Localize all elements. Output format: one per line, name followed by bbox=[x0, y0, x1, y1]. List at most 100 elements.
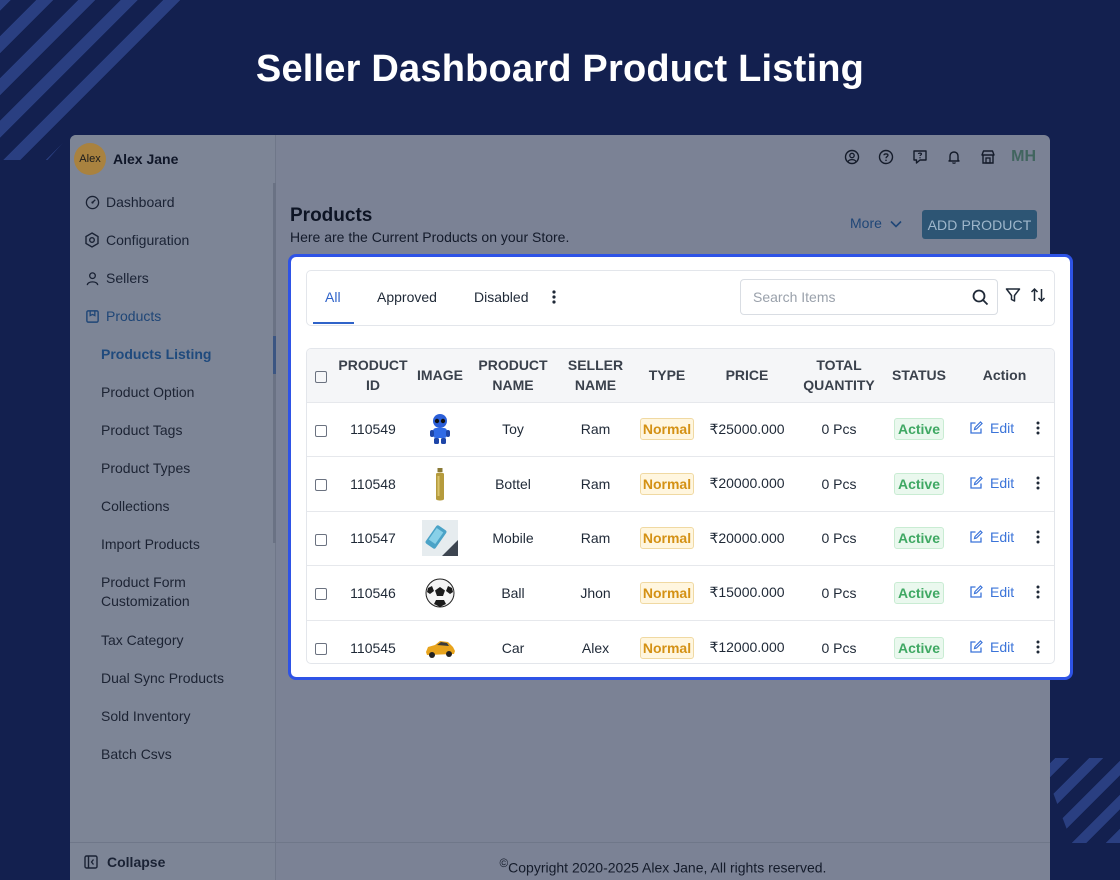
tab-approved[interactable]: Approved bbox=[377, 289, 437, 305]
cell-price: ₹25000.000 bbox=[709, 420, 785, 437]
header-product-id[interactable]: PRODUCT ID bbox=[338, 357, 408, 394]
bell-icon[interactable] bbox=[937, 147, 971, 167]
more-button[interactable]: More bbox=[850, 215, 902, 231]
filter-icon[interactable] bbox=[1005, 287, 1021, 303]
cell-seller-name: Ram bbox=[580, 475, 611, 492]
account-initials[interactable]: MH bbox=[1011, 148, 1036, 165]
cell-quantity: 0 Pcs bbox=[821, 584, 857, 601]
sidebar-subitem-products-listing[interactable]: Products Listing bbox=[101, 346, 212, 362]
header-price[interactable]: PRICE bbox=[725, 367, 769, 384]
tab-all[interactable]: All bbox=[325, 289, 341, 305]
sidebar-subitem-dual-sync-products[interactable]: Dual Sync Products bbox=[101, 670, 224, 686]
sidebar-item-products[interactable]: Products bbox=[70, 297, 276, 335]
table-row: 110547 Mobile Ram Normal ₹20000.000 0 Pc… bbox=[307, 511, 1054, 566]
header-product-name[interactable]: PRODUCT NAME bbox=[478, 357, 548, 394]
copyright-text: Copyright 2020-2025 Alex Jane, All right… bbox=[508, 859, 827, 876]
sidebar-subitem-sold-inventory[interactable]: Sold Inventory bbox=[101, 708, 191, 724]
chat-question-icon[interactable] bbox=[903, 147, 937, 167]
row-checkbox[interactable] bbox=[314, 588, 327, 601]
search-input[interactable] bbox=[741, 281, 963, 313]
search-box bbox=[740, 279, 998, 315]
edit-label: Edit bbox=[989, 638, 1015, 655]
dashboard-icon bbox=[84, 194, 100, 210]
sort-icon[interactable] bbox=[1030, 287, 1046, 303]
sidebar-subitem-collections[interactable]: Collections bbox=[101, 498, 170, 514]
tab-disabled[interactable]: Disabled bbox=[474, 289, 529, 305]
edit-button[interactable]: Edit bbox=[969, 475, 1014, 491]
sidebar-subitem-batch-csvs[interactable]: Batch Csvs bbox=[101, 746, 172, 762]
header-image: IMAGE bbox=[417, 367, 463, 384]
edit-button[interactable]: Edit bbox=[969, 529, 1014, 545]
sidebar-subitem-product-types[interactable]: Product Types bbox=[101, 460, 191, 476]
help-circle-icon[interactable] bbox=[869, 147, 903, 167]
type-badge: Normal bbox=[639, 636, 695, 659]
cell-price: ₹15000.000 bbox=[709, 584, 785, 601]
cell-product-id: 110545 bbox=[350, 639, 396, 656]
sidebar-subitem-tax-category[interactable]: Tax Category bbox=[101, 632, 184, 648]
add-product-button[interactable]: ADD PRODUCT bbox=[922, 210, 1037, 239]
store-icon[interactable] bbox=[971, 147, 1005, 167]
cell-quantity: 0 Pcs bbox=[821, 639, 857, 656]
copyright-symbol: © bbox=[499, 857, 509, 870]
products-table: PRODUCT ID IMAGE PRODUCT NAME SELLER NAM… bbox=[306, 348, 1055, 664]
tab-bar: All Approved Disabled bbox=[306, 270, 1055, 326]
edit-icon bbox=[970, 475, 983, 489]
row-more-icon[interactable] bbox=[1036, 585, 1040, 599]
edit-button[interactable]: Edit bbox=[969, 420, 1014, 436]
header-seller-name[interactable]: SELLER NAME bbox=[567, 357, 624, 394]
header-type[interactable]: TYPE bbox=[648, 367, 686, 384]
page-title: Products bbox=[290, 205, 373, 226]
sidebar-item-configuration[interactable]: Configuration bbox=[70, 221, 276, 259]
status-badge: Active bbox=[893, 636, 945, 659]
row-checkbox[interactable] bbox=[314, 642, 327, 655]
table-row: 110548 Bottel Ram Normal ₹20000.000 0 Pc… bbox=[307, 456, 1054, 512]
cell-seller-name: Jhon bbox=[580, 584, 611, 601]
cell-price: ₹20000.000 bbox=[709, 529, 785, 546]
hero-title: Seller Dashboard Product Listing bbox=[255, 48, 865, 90]
header-action: Action bbox=[982, 367, 1027, 384]
cell-price: ₹12000.000 bbox=[709, 639, 785, 655]
edit-icon bbox=[970, 530, 983, 543]
table-row: 110545 Car Alex Normal ₹12000.000 0 Pcs … bbox=[307, 620, 1054, 663]
cell-quantity: 0 Pcs bbox=[821, 530, 857, 547]
edit-icon bbox=[970, 639, 983, 653]
user-icon bbox=[84, 270, 100, 286]
edit-icon bbox=[970, 421, 983, 434]
edit-button[interactable]: Edit bbox=[969, 584, 1014, 600]
sidebar: Alex Alex Jane Dashboard Configuration bbox=[70, 135, 276, 880]
collapse-sidebar-icon bbox=[84, 854, 98, 869]
edit-button[interactable]: Edit bbox=[969, 639, 1014, 655]
row-more-icon[interactable] bbox=[1036, 476, 1040, 490]
cell-product-name: Ball bbox=[501, 584, 525, 601]
type-badge: Normal bbox=[639, 527, 695, 550]
sidebar-item-dashboard[interactable]: Dashboard bbox=[70, 183, 276, 221]
sidebar-item-sellers[interactable]: Sellers bbox=[70, 259, 276, 297]
product-box-icon bbox=[84, 308, 100, 324]
status-badge: Active bbox=[893, 472, 945, 495]
sidebar-item-label: Configuration bbox=[106, 232, 190, 248]
select-all-cell bbox=[307, 349, 334, 402]
row-more-icon[interactable] bbox=[1036, 421, 1040, 435]
header-total-quantity[interactable]: TOTAL QUANTITY bbox=[803, 357, 875, 394]
row-checkbox[interactable] bbox=[314, 479, 327, 492]
search-icon[interactable] bbox=[963, 289, 997, 306]
header-status[interactable]: STATUS bbox=[892, 367, 946, 384]
row-more-icon[interactable] bbox=[1036, 640, 1040, 654]
select-all-checkbox[interactable] bbox=[314, 370, 327, 383]
cell-product-name: Car bbox=[501, 639, 525, 656]
cell-seller-name: Ram bbox=[580, 530, 611, 547]
row-checkbox[interactable] bbox=[314, 424, 327, 437]
user-circle-icon[interactable] bbox=[835, 147, 869, 167]
sidebar-subitem-product-option[interactable]: Product Option bbox=[101, 384, 195, 400]
sidebar-subitem-product-tags[interactable]: Product Tags bbox=[101, 422, 183, 438]
row-checkbox[interactable] bbox=[314, 533, 327, 546]
collapse-button[interactable]: Collapse bbox=[70, 842, 276, 880]
tabs-more-icon[interactable] bbox=[551, 289, 557, 310]
table-row: 110546 Ball Jhon Normal ₹15000.000 0 Pcs… bbox=[307, 565, 1054, 621]
robot-toy-image bbox=[412, 402, 468, 457]
user-profile[interactable]: Alex Alex Jane bbox=[70, 135, 275, 183]
row-more-icon[interactable] bbox=[1036, 530, 1040, 544]
cell-quantity: 0 Pcs bbox=[821, 475, 857, 492]
sidebar-subitem-product-form-customization[interactable]: Product Form Customization bbox=[70, 563, 276, 621]
sidebar-subitem-import-products[interactable]: Import Products bbox=[101, 536, 200, 552]
